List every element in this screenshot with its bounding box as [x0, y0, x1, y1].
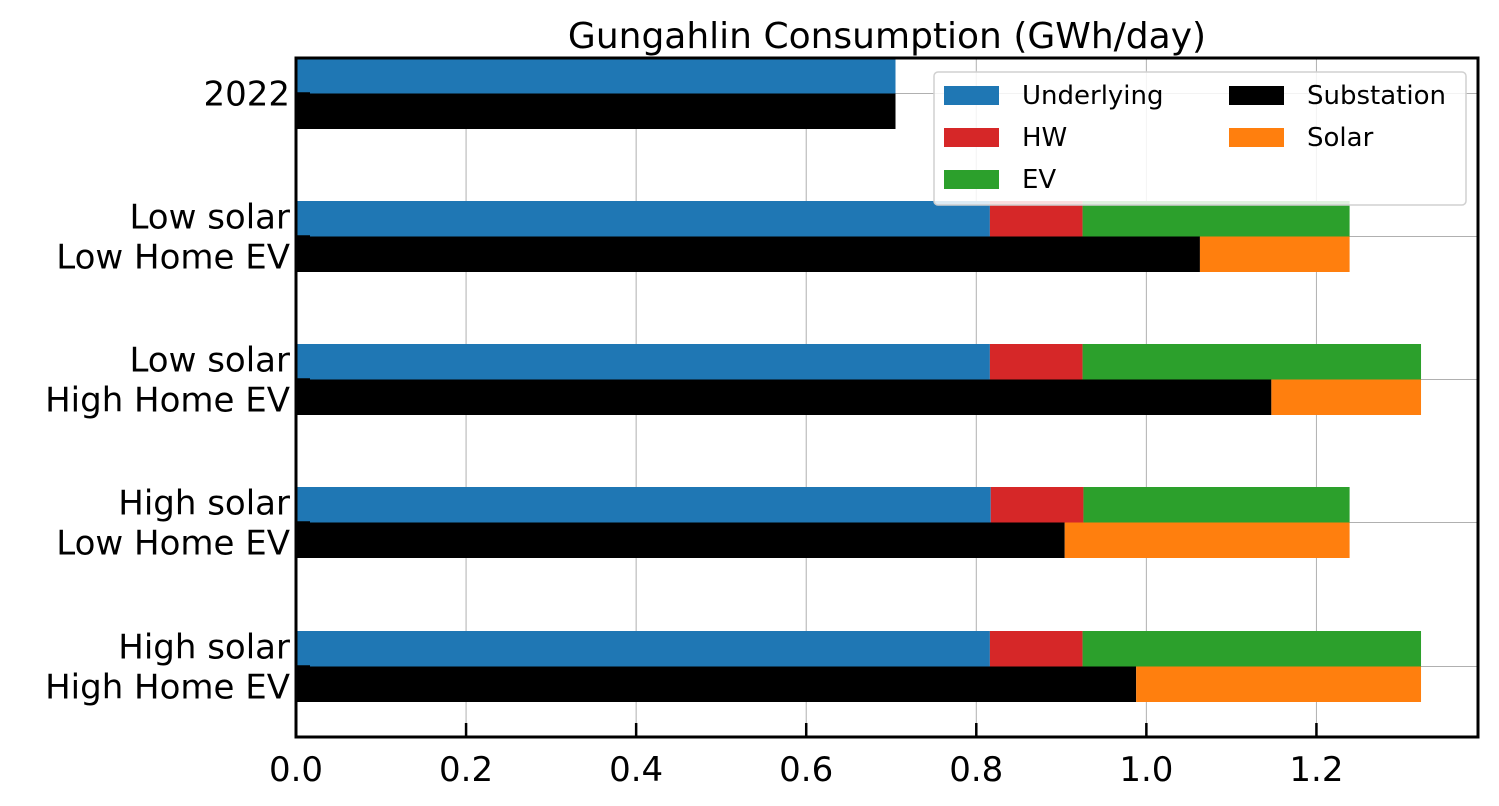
- x-tick-label: 0.4: [609, 750, 663, 790]
- legend-swatch-ev: [944, 170, 999, 189]
- legend-swatch-solar: [1229, 128, 1284, 147]
- x-tick-label: 0.8: [949, 750, 1003, 790]
- bar-substation: [296, 666, 1137, 702]
- bars: [296, 58, 1422, 702]
- y-category-label: High solar: [118, 628, 290, 668]
- x-axis-tick-labels: 0.0 0.2 0.4 0.6 0.8 1.0 1.2: [269, 750, 1344, 790]
- bar-underlying: [296, 631, 990, 667]
- plot-frame: [294, 56, 1480, 739]
- bar-hw: [989, 344, 1083, 380]
- bar-underlying: [296, 487, 991, 523]
- axis-ticks: [294, 92, 1318, 737]
- legend-label-solar: Solar: [1307, 123, 1374, 153]
- bar-solar: [1199, 236, 1350, 272]
- bar-substation: [296, 236, 1200, 272]
- x-tick-label: 1.0: [1119, 750, 1173, 790]
- x-tick-label: 0.2: [439, 750, 493, 790]
- bar-hw: [989, 631, 1083, 667]
- x-tick-label: 0.0: [269, 750, 323, 790]
- bar-underlying: [296, 201, 990, 237]
- y-category-label: High solar: [118, 484, 290, 524]
- bar-solar: [1271, 379, 1422, 415]
- legend-swatch-substation: [1229, 86, 1284, 105]
- bar-substation: [296, 522, 1065, 558]
- bar-solar: [1136, 666, 1422, 702]
- bar-substation: [296, 93, 896, 129]
- bar-solar: [1064, 522, 1350, 558]
- bar-ev: [1082, 201, 1350, 237]
- legend-swatch-underlying: [944, 86, 999, 105]
- y-category-label: High Home EV: [45, 381, 290, 421]
- legend-label-substation: Substation: [1307, 81, 1446, 111]
- bar-ev: [1083, 487, 1350, 523]
- y-category-label: High Home EV: [45, 668, 290, 708]
- bar-substation: [296, 379, 1272, 415]
- y-category-label: Low Home EV: [56, 238, 290, 278]
- legend-label-ev: EV: [1022, 165, 1056, 195]
- y-category-label: Low solar: [129, 341, 290, 381]
- chart-title: Gungahlin Consumption (GWh/day): [568, 16, 1206, 57]
- legend-label-underlying: Underlying: [1022, 81, 1164, 111]
- bar-ev: [1082, 344, 1422, 380]
- legend: Underlying HW EV Substation Solar: [933, 71, 1467, 206]
- y-category-label: 2022: [203, 75, 290, 115]
- y-category-label: Low solar: [129, 198, 290, 238]
- bar-underlying: [296, 58, 896, 94]
- x-tick-label: 0.6: [779, 750, 833, 790]
- bar-hw: [990, 487, 1084, 523]
- x-tick-label: 1.2: [1289, 750, 1343, 790]
- bar-ev: [1082, 631, 1422, 667]
- bar-hw: [989, 201, 1083, 237]
- y-category-label: Low Home EV: [56, 524, 290, 564]
- legend-swatch-hw: [944, 128, 999, 147]
- bar-underlying: [296, 344, 990, 380]
- legend-box: [933, 71, 1467, 206]
- legend-label-hw: HW: [1022, 123, 1067, 153]
